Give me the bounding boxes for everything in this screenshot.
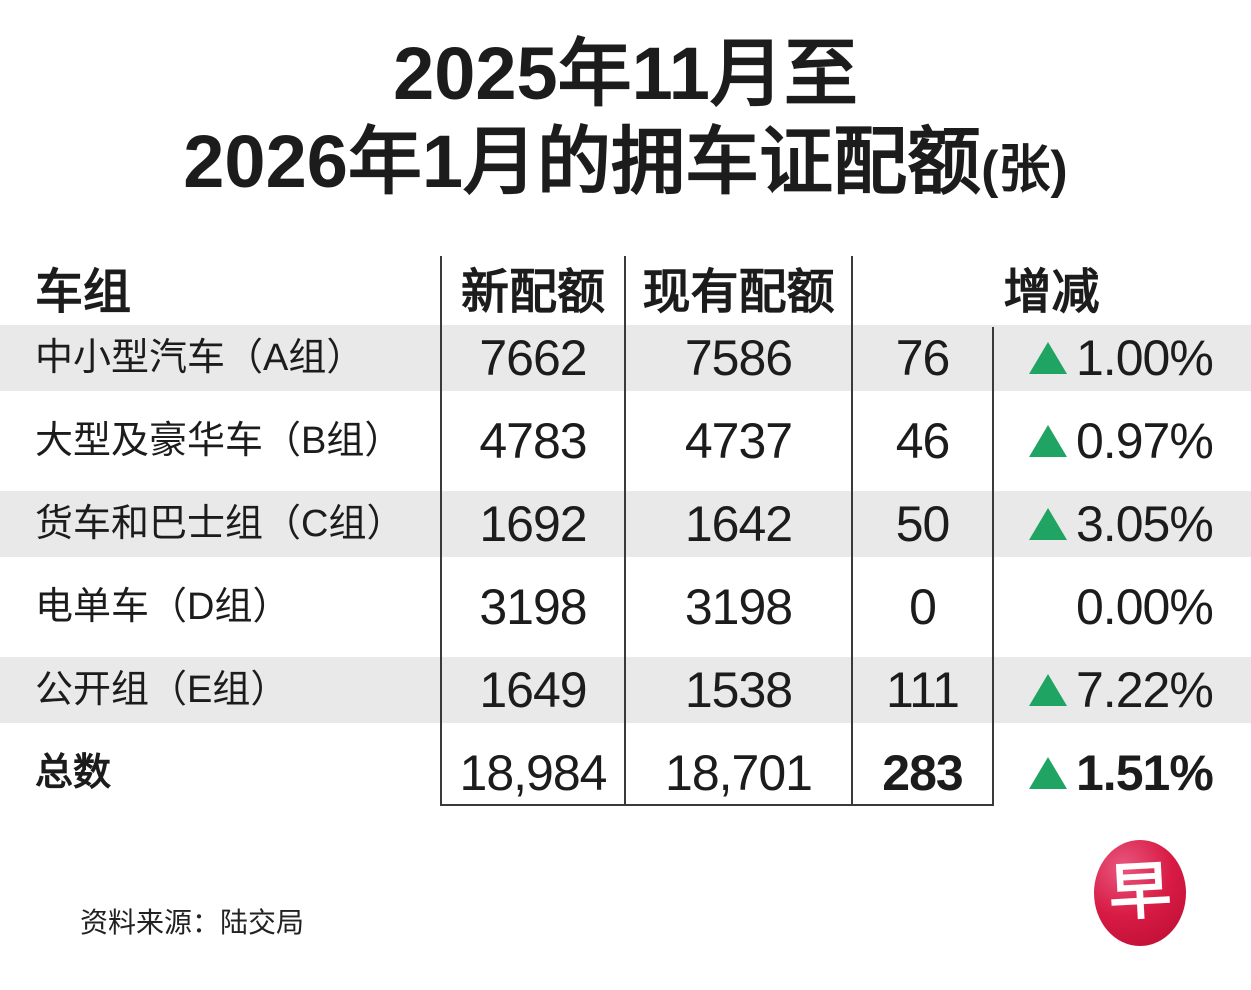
title-line-1: 2025年11月至 xyxy=(393,32,858,115)
up-triangle-icon xyxy=(1029,674,1067,706)
new-quota-value: 7662 xyxy=(479,330,587,386)
existing-quota-value: 4737 xyxy=(684,413,793,469)
header-change: 增减 xyxy=(1003,266,1100,319)
up-triangle-icon xyxy=(1029,342,1067,374)
quota-table: 车组 新配额 现有配额 增减 中小型汽车（A组） 7662 7586 76 1.… xyxy=(0,250,1251,808)
title-unit-suffix: (张) xyxy=(981,141,1068,199)
zaobao-logo: 早 xyxy=(1094,840,1186,946)
pct-value: 1.51% xyxy=(1076,745,1214,801)
up-triangle-icon xyxy=(1029,425,1067,457)
diff-value: 50 xyxy=(895,496,951,552)
column-divider xyxy=(992,327,994,806)
new-quota-value: 3198 xyxy=(479,579,587,635)
change-cell: 1.00% xyxy=(993,333,1251,383)
column-divider xyxy=(851,256,853,806)
pct-value: 1.00% xyxy=(1076,330,1214,386)
diff-value: 283 xyxy=(882,745,963,801)
existing-quota-value: 7586 xyxy=(684,330,793,386)
source-note: 资料来源：陆交局 xyxy=(80,907,305,938)
header-new-quota: 新配额 xyxy=(460,266,605,319)
row-label: 货车和巴士组（C组） xyxy=(35,503,405,545)
row-label: 电单车（D组） xyxy=(35,586,291,628)
existing-quota-value: 3198 xyxy=(684,579,793,635)
column-divider xyxy=(440,256,442,806)
diff-value: 111 xyxy=(885,662,960,718)
new-quota-value: 1692 xyxy=(479,496,587,552)
title-line-2: 2026年1月的拥车证配额(张) xyxy=(183,120,1068,203)
row-label: 中小型汽车（A组） xyxy=(35,337,365,379)
new-quota-value: 4783 xyxy=(479,413,587,469)
header-group: 车组 xyxy=(35,266,132,319)
diff-value: 76 xyxy=(895,330,951,386)
pct-value: 7.22% xyxy=(1076,662,1214,718)
table-bottom-border xyxy=(440,804,994,806)
row-label: 总数 xyxy=(35,752,112,794)
existing-quota-value: 18,701 xyxy=(665,745,813,801)
up-triangle-icon xyxy=(1029,757,1067,789)
change-cell: 1.51% xyxy=(993,748,1251,798)
up-triangle-icon xyxy=(1029,508,1067,540)
pct-value: 0.00% xyxy=(1076,579,1214,635)
table-row-cat-b: 大型及豪华车（B组） 4783 4737 46 0.97% xyxy=(0,408,1251,474)
table-row-cat-d: 电单车（D组） 3198 3198 0 0.00% xyxy=(0,574,1251,640)
row-label: 大型及豪华车（B组） xyxy=(35,420,403,462)
existing-quota-value: 1642 xyxy=(684,496,793,552)
existing-quota-value: 1538 xyxy=(684,662,793,718)
column-divider xyxy=(624,256,626,806)
change-cell: 0.97% xyxy=(993,416,1251,466)
header-existing-quota: 现有配额 xyxy=(642,266,835,319)
diff-value: 0 xyxy=(909,579,937,635)
pct-value: 3.05% xyxy=(1076,496,1214,552)
table-header-row: 车组 新配额 现有配额 增减 xyxy=(0,250,1251,325)
change-cell: 7.22% xyxy=(993,665,1251,715)
new-quota-value: 1649 xyxy=(479,662,587,718)
table-row-total: 总数 18,984 18,701 283 1.51% xyxy=(0,740,1251,806)
change-cell: 3.05% xyxy=(993,499,1251,549)
diff-value: 46 xyxy=(895,413,951,469)
change-cell: 0.00% xyxy=(993,582,1251,632)
new-quota-value: 18,984 xyxy=(459,745,608,801)
page-title: 2025年11月至 2026年1月的拥车证配额(张) xyxy=(0,30,1251,214)
row-label: 公开组（E组） xyxy=(35,669,289,711)
zaobao-logo-glyph: 早 xyxy=(1107,856,1173,929)
pct-value: 0.97% xyxy=(1076,413,1214,469)
